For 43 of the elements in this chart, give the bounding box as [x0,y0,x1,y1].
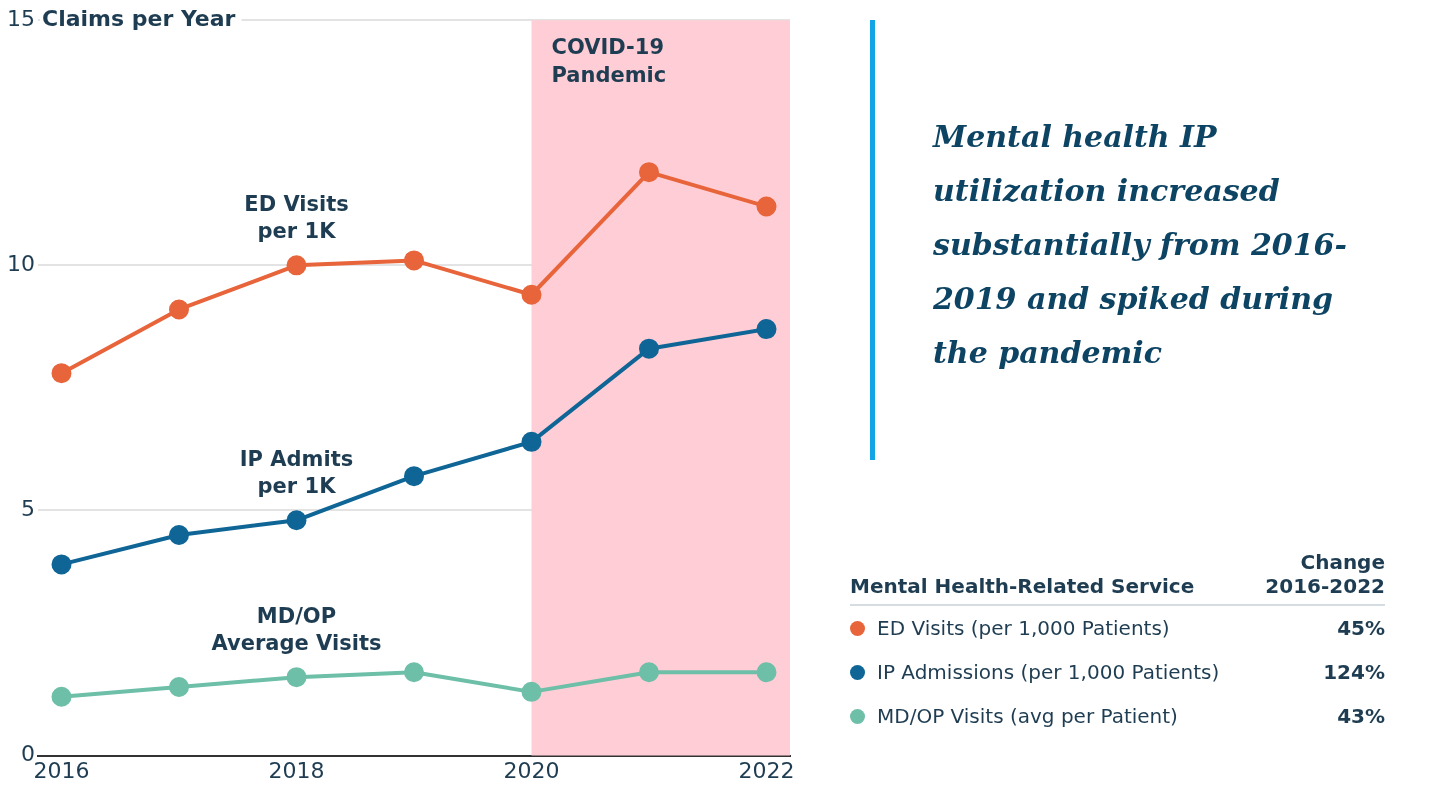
point [521,431,542,452]
point [639,662,659,683]
point [639,162,659,183]
y-tick-label: 15 [6,5,35,31]
series-label: IP Admits per 1K [239,447,354,499]
text: Change 2016-2022 [1265,550,1385,598]
point [404,662,424,683]
series-label: ED Visits per 1K [244,192,349,244]
x-tick-label: 2022 [738,757,795,783]
x-tick-label: 2018 [268,757,325,783]
point [521,681,542,702]
point [51,363,72,384]
text: Mental Health-Related Service [850,574,1195,598]
point [169,676,189,697]
text: MD/OP Visits (avg per Patient) [876,704,1178,728]
y-tick-label: 0 [20,741,35,767]
point [286,255,307,276]
point [51,554,72,575]
point [404,466,424,487]
text: 45% [1337,616,1385,640]
y-tick-label: 10 [6,251,35,277]
point [756,319,777,340]
point [404,250,424,271]
text: 43% [1337,704,1385,728]
y-tick-label: 5 [20,496,35,522]
text: 124% [1323,660,1385,684]
text: IP Admissions (per 1,000 Patients) [876,660,1220,684]
point [756,196,777,217]
point [639,338,659,359]
y-axis-title: Claims per Year [41,5,236,31]
x-tick-label: 2020 [503,757,560,783]
point [521,284,542,305]
text: Mental health IP utilization increased substantially from 2016-2019 and spiked during the pandemic [870,20,1390,460]
series-label: MD/OP Average Visits [211,604,382,656]
x-tick-label: 2016 [33,757,90,783]
point [169,299,189,320]
point [286,510,307,531]
point [169,524,189,545]
point [51,686,72,707]
band-label: COVID-19 Pandemic [551,35,667,88]
point [756,662,777,683]
text: ED Visits (per 1,000 Patients) [876,616,1170,640]
point [286,667,307,688]
